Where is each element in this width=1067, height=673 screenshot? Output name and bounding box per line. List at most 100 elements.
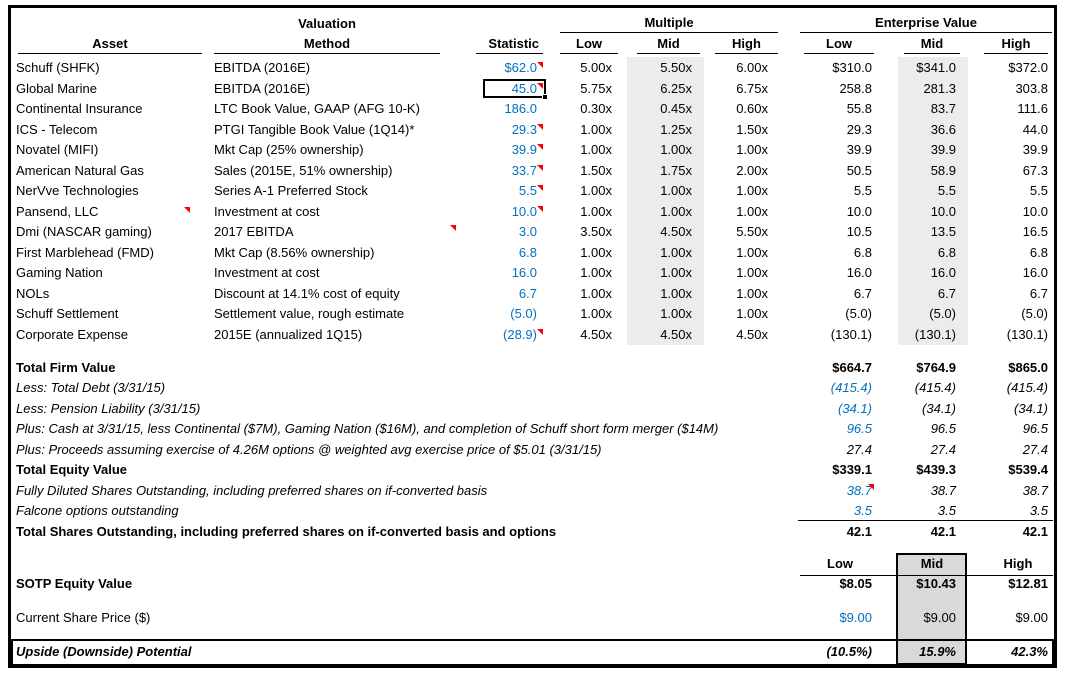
ev-mid-cell[interactable]: 6.8: [937, 244, 956, 260]
multiple-high-cell[interactable]: 6.75x: [736, 80, 768, 96]
multiple-high-cell[interactable]: 1.00x: [736, 203, 768, 219]
ev-high-cell[interactable]: (130.1): [1006, 326, 1048, 342]
asset-cell[interactable]: Schuff (SHFK): [16, 60, 100, 76]
multiple-low-cell[interactable]: 1.00x: [580, 306, 612, 322]
ev-high-cell[interactable]: 6.8: [1029, 244, 1048, 260]
row-label[interactable]: Fully Diluted Shares Outstanding, includ…: [16, 482, 488, 498]
value-high[interactable]: 38.7: [1022, 482, 1048, 498]
method-cell[interactable]: Discount at 14.1% cost of equity: [214, 285, 400, 301]
row-label[interactable]: Total Firm Value: [16, 359, 116, 375]
method-column-header[interactable]: Method: [214, 36, 440, 54]
value-mid[interactable]: $764.9: [916, 359, 956, 375]
method-cell[interactable]: EBITDA (2016E): [214, 80, 311, 96]
value-high[interactable]: 42.1: [1022, 523, 1048, 539]
statistic-cell-selected[interactable]: 45.0: [476, 78, 548, 100]
ev-mid-cell[interactable]: 10.0: [930, 203, 956, 219]
statistic-cell[interactable]: (5.0): [510, 306, 537, 322]
value-mid[interactable]: (34.1): [922, 400, 956, 416]
multiple-mid-cell[interactable]: 1.00x: [660, 183, 692, 199]
value-mid[interactable]: 38.7: [930, 482, 956, 498]
asset-cell[interactable]: Corporate Expense: [16, 326, 129, 342]
value-low[interactable]: $8.05: [839, 575, 872, 591]
multiple-low-cell[interactable]: 0.30x: [580, 101, 612, 117]
ev-mid-cell[interactable]: 281.3: [923, 80, 956, 96]
value-high[interactable]: $865.0: [1008, 359, 1048, 375]
asset-cell[interactable]: Continental Insurance: [16, 101, 143, 117]
value-low[interactable]: (415.4): [830, 380, 872, 396]
statistic-cell[interactable]: 186.0: [504, 101, 537, 117]
asset-cell[interactable]: NOLs: [16, 285, 50, 301]
multiple-low-cell[interactable]: 1.00x: [580, 265, 612, 281]
multiple-low-cell[interactable]: 1.00x: [580, 183, 612, 199]
value-high[interactable]: 42.3%: [1011, 643, 1048, 659]
multiple-high-cell[interactable]: 6.00x: [736, 60, 768, 76]
multiple-high-cell[interactable]: 0.60x: [736, 101, 768, 117]
ev-mid-cell[interactable]: $341.0: [916, 60, 956, 76]
value-high[interactable]: $539.4: [1008, 462, 1048, 478]
value-high[interactable]: $9.00: [1015, 609, 1048, 625]
multiple-low-cell[interactable]: 4.50x: [580, 326, 612, 342]
multiple-mid-header[interactable]: Mid: [637, 36, 700, 54]
multiple-mid-cell[interactable]: 1.00x: [660, 203, 692, 219]
ev-low-cell[interactable]: $310.0: [832, 60, 872, 76]
multiple-mid-cell[interactable]: 6.25x: [660, 80, 692, 96]
value-low[interactable]: 3.5: [853, 503, 872, 519]
ev-mid-cell[interactable]: 5.5: [937, 183, 956, 199]
statistic-column-header[interactable]: Statistic: [476, 36, 543, 54]
multiple-mid-cell[interactable]: 1.75x: [660, 162, 692, 178]
ev-high-cell[interactable]: 10.0: [1022, 203, 1048, 219]
row-label[interactable]: Current Share Price ($): [16, 609, 151, 625]
method-cell[interactable]: EBITDA (2016E): [214, 60, 311, 76]
multiple-mid-cell[interactable]: 4.50x: [660, 224, 692, 240]
multiple-high-cell[interactable]: 1.00x: [736, 265, 768, 281]
value-mid[interactable]: 27.4: [930, 441, 956, 457]
ev-low-cell[interactable]: (5.0): [845, 306, 872, 322]
value-low[interactable]: (10.5%): [826, 643, 872, 659]
row-label[interactable]: Total Shares Outstanding, including pref…: [16, 523, 557, 539]
asset-cell[interactable]: American Natural Gas: [16, 162, 144, 178]
value-low[interactable]: 38.7: [780, 483, 876, 498]
method-cell[interactable]: Mkt Cap (8.56% ownership): [214, 244, 375, 260]
row-label[interactable]: Total Equity Value: [16, 462, 128, 478]
ev-high-cell[interactable]: 16.0: [1022, 265, 1048, 281]
value-high[interactable]: 96.5: [1022, 421, 1048, 437]
ev-low-cell[interactable]: 258.8: [839, 80, 872, 96]
statistic-cell[interactable]: $62.0: [476, 60, 543, 75]
value-low[interactable]: 27.4: [846, 441, 872, 457]
multiple-mid-cell[interactable]: 5.50x: [660, 60, 692, 76]
statistic-cell[interactable]: 6.7: [518, 285, 537, 301]
statistic-cell[interactable]: (28.9): [476, 327, 543, 342]
value-low[interactable]: 96.5: [846, 421, 872, 437]
ev-low-cell[interactable]: 6.7: [853, 285, 872, 301]
ev-low-cell[interactable]: 6.8: [853, 244, 872, 260]
value-low[interactable]: $9.00: [839, 609, 872, 625]
asset-cell[interactable]: Global Marine: [16, 80, 97, 96]
ev-low-header[interactable]: Low: [804, 36, 874, 54]
multiple-high-cell[interactable]: 1.00x: [736, 285, 768, 301]
statistic-cell[interactable]: 29.3: [476, 122, 543, 137]
value-mid[interactable]: 42.1: [930, 523, 956, 539]
row-label[interactable]: Upside (Downside) Potential: [16, 643, 192, 659]
mid-scenario-header[interactable]: Mid: [920, 555, 944, 571]
value-high[interactable]: 3.5: [1029, 503, 1048, 519]
ev-low-cell[interactable]: 39.9: [846, 142, 872, 158]
high-scenario-header[interactable]: High: [1003, 555, 1033, 571]
value-mid[interactable]: 15.9%: [919, 643, 956, 659]
value-mid[interactable]: 3.5: [937, 503, 956, 519]
ev-mid-cell[interactable]: 58.9: [930, 162, 956, 178]
ev-low-cell[interactable]: 10.0: [846, 203, 872, 219]
statistic-cell[interactable]: 39.9: [476, 142, 543, 157]
row-label[interactable]: Plus: Cash at 3/31/15, less Continental …: [16, 421, 719, 437]
statistic-cell[interactable]: 10.0: [476, 204, 543, 219]
ev-high-cell[interactable]: 5.5: [1029, 183, 1048, 199]
value-mid[interactable]: $439.3: [916, 462, 956, 478]
ev-mid-cell[interactable]: (5.0): [929, 306, 956, 322]
multiple-low-cell[interactable]: 1.00x: [580, 121, 612, 137]
asset-cell[interactable]: First Marblehead (FMD): [16, 244, 154, 260]
value-low[interactable]: 42.1: [846, 523, 872, 539]
multiple-mid-cell[interactable]: 1.00x: [660, 244, 692, 260]
value-high[interactable]: 27.4: [1022, 441, 1048, 457]
multiple-low-cell[interactable]: 1.00x: [580, 244, 612, 260]
asset-cell[interactable]: Pansend, LLC: [16, 204, 214, 219]
ev-high-cell[interactable]: 111.6: [1017, 101, 1048, 117]
